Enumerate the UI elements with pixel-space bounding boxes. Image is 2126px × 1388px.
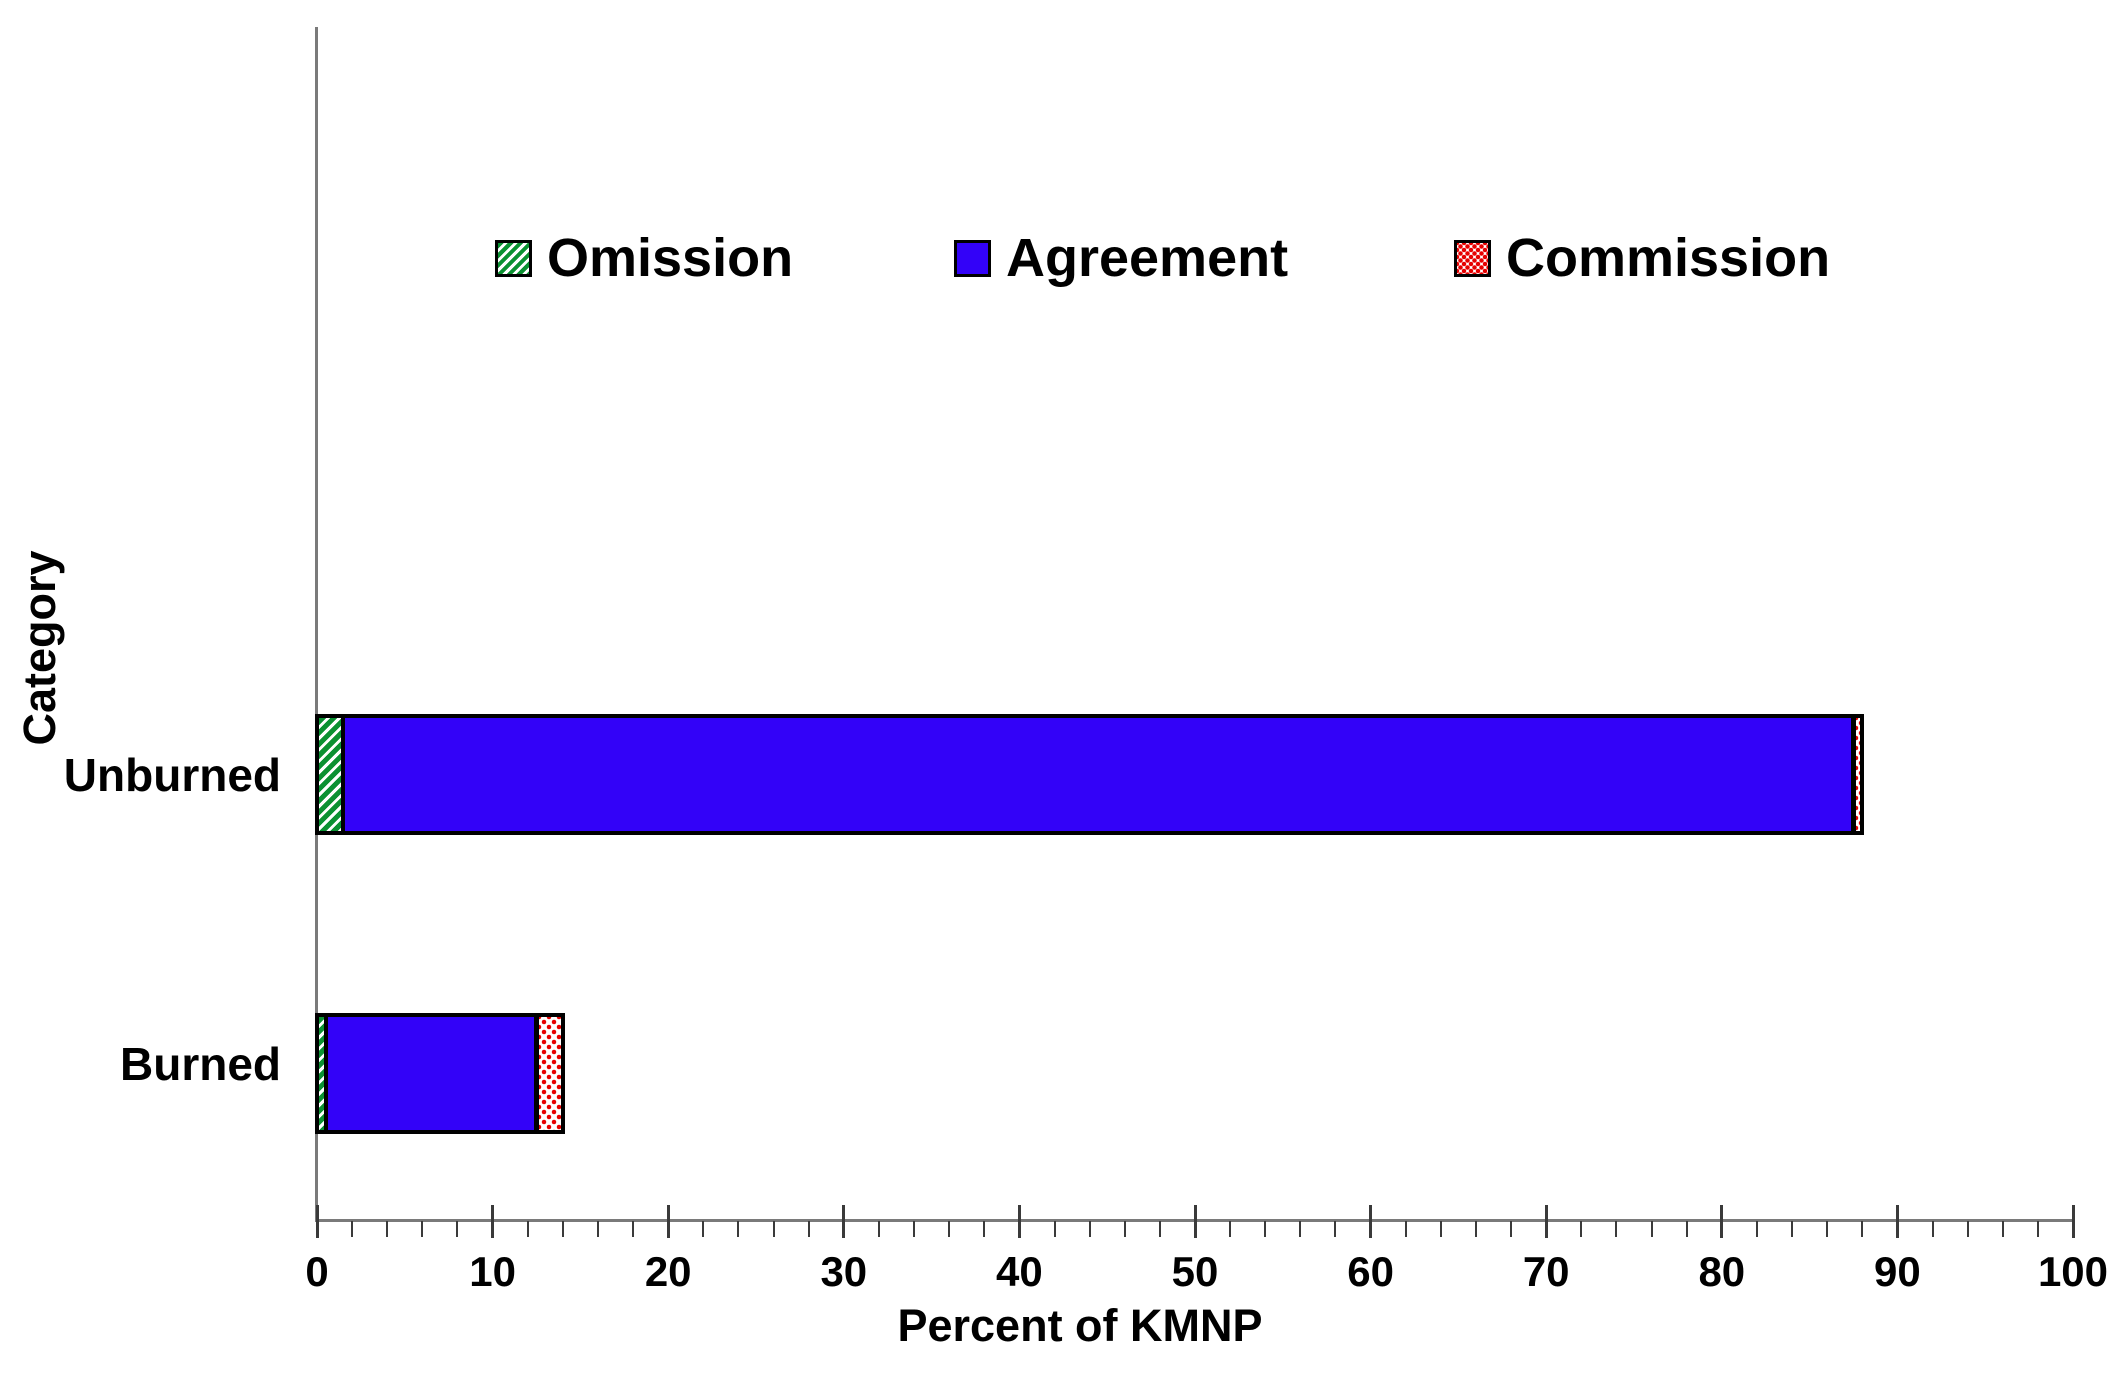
legend-swatch-agreement xyxy=(954,239,991,277)
bar-segment-burned-commission xyxy=(534,1013,565,1134)
x-minor-tick xyxy=(561,1221,564,1237)
x-minor-tick xyxy=(1510,1221,1513,1237)
x-minor-tick xyxy=(1861,1221,1864,1237)
x-major-tick xyxy=(2071,1205,2075,1238)
x-tick-label: 20 xyxy=(644,1248,692,1295)
x-minor-tick xyxy=(1615,1221,1618,1237)
legend-label: Agreement xyxy=(1006,228,1289,288)
y-axis-title: Category xyxy=(14,550,65,746)
x-minor-tick xyxy=(1123,1221,1126,1237)
x-minor-tick xyxy=(948,1221,951,1237)
x-tick-label: 50 xyxy=(1171,1248,1219,1295)
x-minor-tick xyxy=(1334,1221,1337,1237)
legend-item-agreement: Agreement xyxy=(954,228,1288,288)
x-tick-label: 40 xyxy=(996,1248,1043,1295)
x-minor-tick xyxy=(1088,1221,1091,1237)
x-minor-tick xyxy=(702,1221,705,1237)
x-major-tick xyxy=(1895,1205,1899,1238)
x-minor-tick xyxy=(1264,1221,1267,1237)
x-major-tick xyxy=(491,1205,495,1238)
x-minor-tick xyxy=(596,1221,599,1237)
legend-label: Omission xyxy=(547,228,794,288)
x-tick-label: 90 xyxy=(1874,1248,1921,1295)
x-axis-title: Percent of KMNP xyxy=(897,1300,1263,1351)
x-major-tick xyxy=(1720,1205,1724,1238)
x-minor-tick xyxy=(1685,1221,1688,1237)
x-tick-label: 60 xyxy=(1347,1248,1394,1295)
x-minor-tick xyxy=(1580,1221,1583,1237)
x-tick-label: 10 xyxy=(469,1248,516,1295)
x-minor-tick xyxy=(526,1221,529,1237)
x-minor-tick xyxy=(737,1221,740,1237)
x-major-tick xyxy=(666,1205,670,1238)
x-major-tick xyxy=(1369,1205,1373,1238)
x-minor-tick xyxy=(1299,1221,1302,1237)
x-major-tick xyxy=(1017,1205,1021,1238)
x-major-tick xyxy=(1193,1205,1197,1238)
legend-swatch-omission xyxy=(495,239,532,277)
x-minor-tick xyxy=(421,1221,424,1237)
x-tick-label: 70 xyxy=(1522,1248,1570,1295)
x-minor-tick xyxy=(877,1221,880,1237)
category-label-burned: Burned xyxy=(120,1038,281,1090)
x-minor-tick xyxy=(1053,1221,1056,1237)
legend-label: Commission xyxy=(1506,228,1831,288)
x-minor-tick xyxy=(1439,1221,1442,1237)
legend-item-omission: Omission xyxy=(495,228,793,288)
bar-segment-burned-agreement xyxy=(323,1013,539,1134)
x-minor-tick xyxy=(2036,1221,2039,1237)
x-major-tick xyxy=(842,1205,846,1238)
x-minor-tick xyxy=(1229,1221,1232,1237)
y-axis-line xyxy=(315,27,318,1222)
x-minor-tick xyxy=(913,1221,916,1237)
x-minor-tick xyxy=(807,1221,810,1237)
x-minor-tick xyxy=(386,1221,389,1237)
bar-segment-unburned-commission xyxy=(1851,714,1865,835)
x-minor-tick xyxy=(772,1221,775,1237)
x-tick-label: 100 xyxy=(2037,1248,2109,1295)
x-minor-tick xyxy=(983,1221,986,1237)
x-minor-tick xyxy=(2001,1221,2004,1237)
bar-segment-unburned-agreement xyxy=(341,714,1856,835)
x-minor-tick xyxy=(456,1221,459,1237)
x-minor-tick xyxy=(1791,1221,1794,1237)
x-minor-tick xyxy=(1650,1221,1653,1237)
x-tick-label: 80 xyxy=(1698,1248,1746,1295)
x-tick-label: 0 xyxy=(305,1248,329,1295)
x-minor-tick xyxy=(632,1221,635,1237)
x-minor-tick xyxy=(1474,1221,1477,1237)
legend-item-commission: Commission xyxy=(1454,228,1830,288)
x-minor-tick xyxy=(1404,1221,1407,1237)
x-major-tick xyxy=(1544,1205,1548,1238)
category-label-unburned: Unburned xyxy=(63,749,281,801)
x-major-tick xyxy=(315,1205,319,1238)
legend-swatch-commission xyxy=(1454,239,1491,277)
x-minor-tick xyxy=(1755,1221,1758,1237)
x-tick-label: 30 xyxy=(820,1248,868,1295)
x-minor-tick xyxy=(1931,1221,1934,1237)
x-minor-tick xyxy=(351,1221,354,1237)
x-minor-tick xyxy=(1826,1221,1829,1237)
x-minor-tick xyxy=(1158,1221,1161,1237)
x-minor-tick xyxy=(1966,1221,1969,1237)
